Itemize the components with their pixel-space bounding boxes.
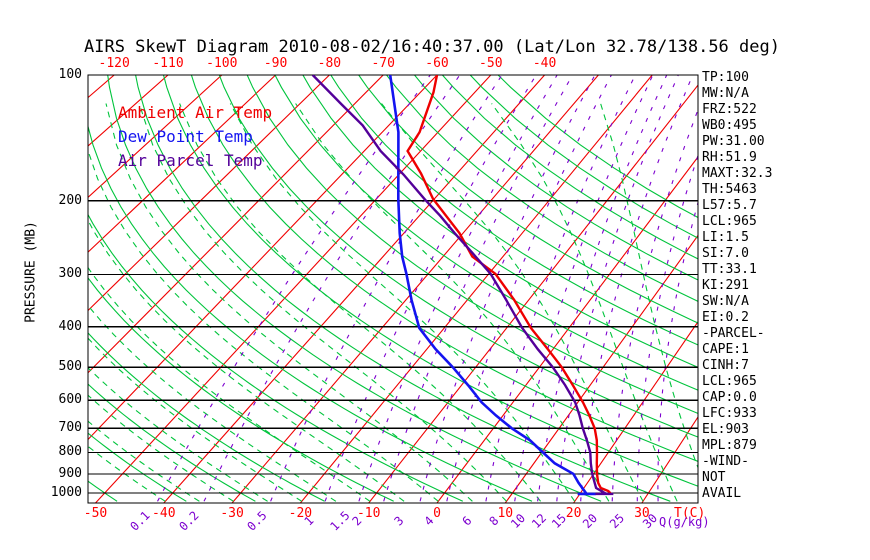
pressure-tick: 500 [58,359,82,375]
stat-line: TP:100 [702,70,749,85]
stat-line: -PARCEL- [702,326,765,341]
bottom-temp-tick: 20 [565,506,582,521]
top-temp-tick: -120 [98,56,130,71]
top-temp-tick: -50 [479,56,503,71]
bottom-temp-tick: -20 [288,506,313,521]
top-temp-tick: -60 [425,56,449,71]
pressure-axis-label: PRESSURE (MB) [23,221,39,323]
chart-title: AIRS SkewT Diagram 2010-08-02/16:40:37.0… [84,37,780,57]
stat-line: CAPE:1 [702,342,749,357]
stat-line: L57:5.7 [702,198,757,213]
stat-line: LFC:933 [702,406,757,421]
stat-line: LCL:965 [702,374,757,389]
curve-ambient [406,75,612,495]
bottom-temp-tick: 30 [634,506,650,521]
bottom-temp-tick: -40 [152,506,176,521]
pressure-tick: 300 [58,266,82,282]
stat-line: SI:7.0 [702,246,749,261]
curve-parcel [311,75,607,495]
top-temp-tick: -90 [263,56,288,71]
stat-line: SW:N/A [702,294,749,309]
pressure-tick: 700 [58,420,82,436]
stat-line: MW:N/A [702,86,749,101]
pressure-tick: 200 [58,192,82,208]
legend-air-parcel-temp: Air Parcel Temp [118,151,263,170]
pressure-tick: 900 [58,465,82,481]
top-temp-tick: -80 [317,56,342,71]
stat-line: EL:903 [702,422,749,437]
mixing-ratio-axis-unit-label: Q(g/kg) [659,515,710,529]
temp-axis-unit-label: T(C) [674,506,706,521]
top-temp-tick: -100 [206,56,238,71]
stat-line: FRZ:522 [702,102,757,117]
top-temp-tick: -40 [532,56,557,71]
stat-line: PW:31.00 [702,134,765,149]
pressure-tick: 1000 [50,485,82,500]
sounding-curves [311,75,614,496]
stat-line: TH:5463 [702,182,757,197]
legend-dew-point-temp: Dew Point Temp [118,127,253,146]
stat-line: TT:33.1 [702,262,757,277]
stat-line: KI:291 [702,278,749,293]
pressure-grid-lines [87,74,699,504]
pressure-tick: 800 [58,444,82,460]
stat-line: MAXT:32.3 [702,166,773,181]
top-temp-tick: -70 [371,56,395,71]
pressure-tick: 400 [58,318,82,334]
stat-line: LCL:965 [702,214,757,229]
stat-line: AVAIL [702,486,742,501]
stat-line: MPL:879 [702,438,757,453]
moist-adiabat-lines [88,103,698,502]
top-temp-tick: -110 [152,56,184,71]
stat-line: -WIND- [702,454,749,469]
bottom-temp-tick: -50 [83,506,108,521]
stat-line: CINH:7 [702,358,749,373]
pressure-tick: 600 [58,392,82,408]
legend-ambient-air-temp: Ambient Air Temp [118,103,273,122]
pressure-tick: 100 [58,67,82,82]
curve-dew [388,75,588,495]
bottom-temp-tick: 10 [497,506,514,521]
stat-line: CAP:0.0 [702,390,757,405]
stat-line: EI:0.2 [702,310,749,325]
bottom-temp-tick: -30 [220,506,244,521]
bottom-temp-tick: -10 [356,506,381,521]
bottom-temp-tick: 0 [433,506,441,521]
stat-line: NOT [702,470,726,485]
stat-line: LI:1.5 [702,230,749,245]
stat-line: WB0:495 [702,118,757,133]
stat-line: RH:51.9 [702,150,757,165]
